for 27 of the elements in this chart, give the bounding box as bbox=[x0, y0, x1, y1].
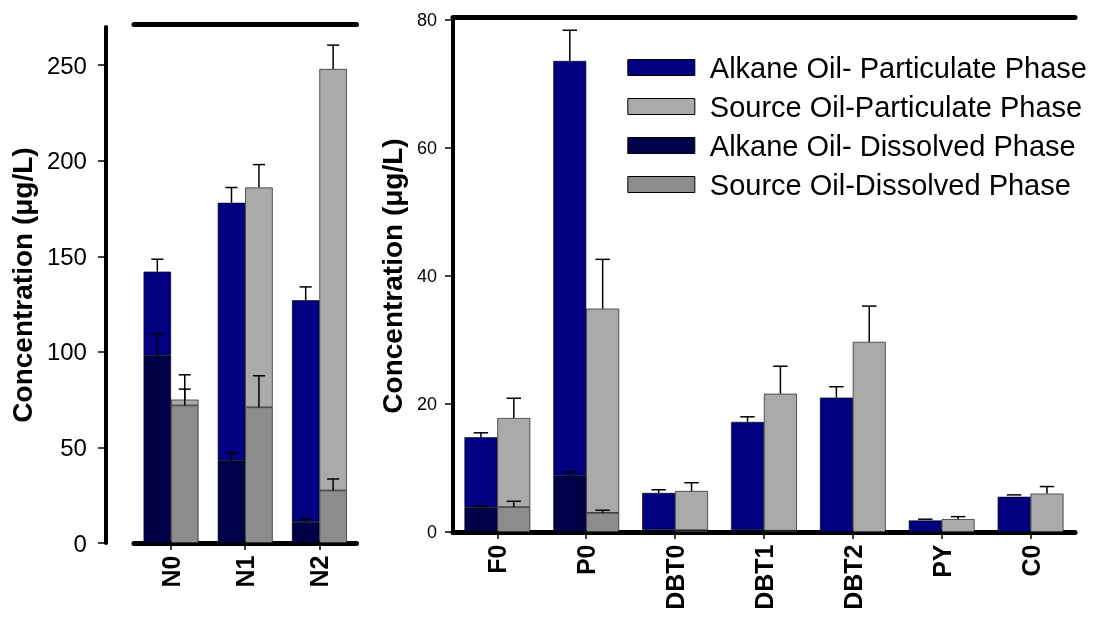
y-tick-label: 40 bbox=[416, 266, 437, 286]
legend-label: Alkane Oil- Particulate Phase bbox=[709, 51, 1087, 84]
y-tick-label: 0 bbox=[73, 529, 87, 557]
x-tick-label: PY bbox=[927, 544, 956, 578]
x-tick-label: DBT0 bbox=[661, 544, 690, 610]
y-tick-label: 100 bbox=[46, 338, 87, 366]
y-tick-label: 0 bbox=[426, 522, 437, 542]
y-tick-label: 150 bbox=[46, 242, 87, 270]
x-tick-label: DBT2 bbox=[838, 544, 867, 610]
x-tick-label: C0 bbox=[1016, 544, 1045, 577]
y-tick-label: 250 bbox=[46, 51, 87, 79]
y-tick-label: 20 bbox=[416, 394, 437, 414]
legend-label: Source Oil-Dissolved Phase bbox=[709, 168, 1071, 201]
legend-label: Alkane Oil- Dissolved Phase bbox=[709, 129, 1076, 162]
x-tick-label: N2 bbox=[305, 555, 334, 588]
y-axis-title: Concentration (μg/L) bbox=[376, 138, 408, 414]
x-tick-label: P0 bbox=[572, 544, 601, 576]
y-tick-label: 50 bbox=[60, 433, 87, 461]
y-tick-label: 60 bbox=[416, 138, 437, 158]
y-axis-title: Concentration (μg/L) bbox=[6, 147, 38, 423]
y-tick-label: 80 bbox=[416, 10, 437, 30]
y-tick-label: 200 bbox=[46, 147, 87, 175]
x-tick-label: N0 bbox=[157, 555, 186, 588]
x-tick-label: F0 bbox=[483, 544, 512, 574]
x-tick-label: N1 bbox=[231, 555, 260, 588]
legend-label: Source Oil-Particulate Phase bbox=[709, 90, 1083, 123]
x-tick-label: DBT1 bbox=[749, 544, 778, 610]
